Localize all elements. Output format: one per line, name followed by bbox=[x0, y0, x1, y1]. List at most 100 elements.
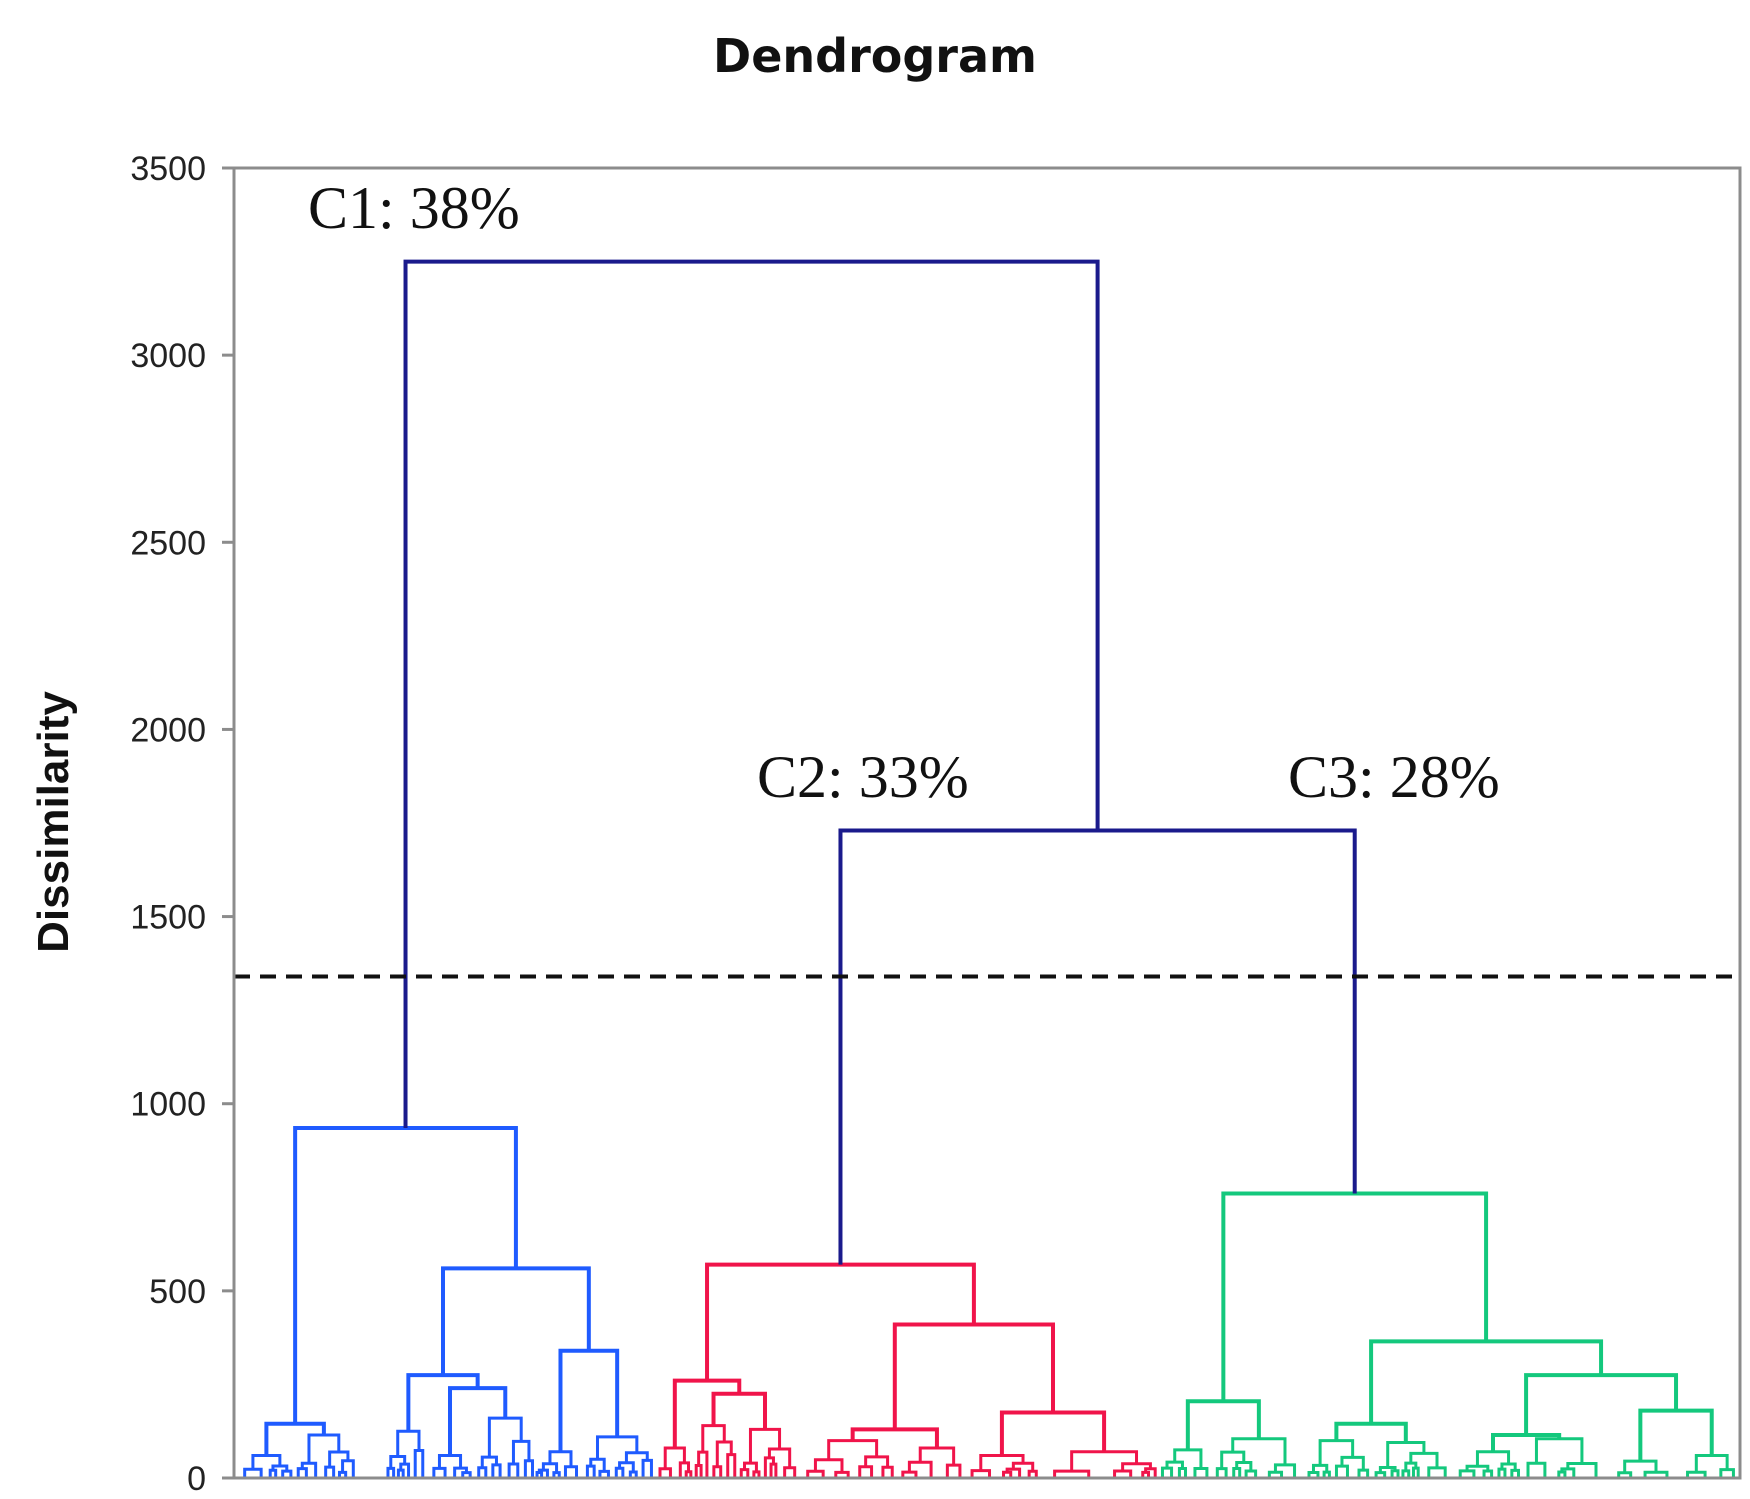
dendrogram-branch bbox=[406, 1373, 480, 1432]
dendrogram-branch bbox=[1334, 1421, 1408, 1443]
dendrogram-branch bbox=[1491, 1432, 1562, 1452]
dendrogram-branch bbox=[389, 1454, 407, 1469]
dendrogram-branch bbox=[324, 1465, 336, 1478]
dendrogram-branch bbox=[448, 1386, 508, 1456]
dendrogram-branch bbox=[1215, 1467, 1228, 1478]
dendrogram-branch bbox=[783, 1466, 797, 1478]
dendrogram-branch bbox=[1235, 1460, 1253, 1472]
chart-title: Dendrogram bbox=[713, 29, 1037, 83]
dendrogram-branch bbox=[767, 1447, 792, 1468]
dendrogram-branch bbox=[268, 1468, 278, 1478]
cluster-c2-branches bbox=[658, 1262, 1157, 1478]
dendrogram-branch bbox=[1686, 1470, 1707, 1478]
dendrogram-branch bbox=[1185, 1399, 1261, 1450]
dendrogram-branch bbox=[1623, 1459, 1658, 1473]
dendrogram-branch bbox=[1177, 1467, 1187, 1478]
dendrogram-branch bbox=[678, 1461, 691, 1478]
dendrogram-branch bbox=[1334, 1464, 1349, 1478]
dendrogram-branch bbox=[1357, 1468, 1370, 1478]
y-tick-label: 1000 bbox=[130, 1086, 206, 1124]
dendrogram-branch bbox=[1173, 1448, 1203, 1469]
dendrogram-branch bbox=[712, 1465, 723, 1478]
dendrogram-branch bbox=[1409, 1451, 1439, 1468]
dendrogram-branch bbox=[1638, 1408, 1714, 1462]
dendrogram-branch bbox=[563, 1465, 579, 1478]
dendrogram-branch bbox=[1311, 1463, 1329, 1473]
y-tick-label: 2000 bbox=[130, 711, 206, 749]
dendrogram-branch bbox=[711, 1391, 768, 1430]
dendrogram-branch bbox=[672, 1378, 742, 1449]
dendrogram-branch bbox=[1318, 1439, 1355, 1466]
dendrogram-branch bbox=[1322, 1470, 1331, 1478]
dendrogram-branch bbox=[300, 1461, 318, 1478]
dendrogram-branch bbox=[453, 1466, 468, 1478]
dendrogram-branch bbox=[1165, 1460, 1184, 1469]
dendrogram-branch bbox=[1497, 1467, 1507, 1478]
dendrogram-branch bbox=[1002, 1470, 1013, 1478]
dendrogram-branch bbox=[999, 1410, 1107, 1456]
dendrogram-branch bbox=[537, 1468, 549, 1478]
dendrogram-branch bbox=[1526, 1461, 1547, 1478]
y-tick-label: 1500 bbox=[130, 899, 206, 937]
dendrogram-branch bbox=[1566, 1462, 1598, 1478]
dendrogram-branch bbox=[663, 1446, 686, 1469]
dendrogram-branch bbox=[1244, 1469, 1258, 1478]
dendrogram-branch bbox=[1141, 1470, 1151, 1478]
dendrogram-branch bbox=[641, 1458, 653, 1478]
dendrogram-branch bbox=[1534, 1437, 1584, 1464]
dendrogram-branch bbox=[541, 1462, 559, 1473]
dendrogram-branch bbox=[628, 1470, 638, 1478]
dendrogram-branch bbox=[1401, 1469, 1411, 1478]
dendrogram-branch bbox=[1378, 1465, 1397, 1473]
dendrogram-branch bbox=[1643, 1470, 1669, 1478]
dendrogram-branch bbox=[413, 1448, 425, 1478]
dendrogram-branch bbox=[487, 1416, 523, 1458]
dendrogram-branch bbox=[1005, 1467, 1022, 1478]
dendrogram-branch bbox=[1465, 1464, 1490, 1471]
dendrogram-branch bbox=[726, 1453, 737, 1478]
dendrogram-branch bbox=[386, 1466, 396, 1478]
dendrogram-branch bbox=[701, 1424, 726, 1453]
dendrogram-branch bbox=[658, 1467, 672, 1478]
dendrogram-branch bbox=[491, 1463, 502, 1478]
dendrogram-branch bbox=[1427, 1466, 1447, 1478]
dendrogram-branch bbox=[507, 1462, 520, 1478]
dendrogram-branch bbox=[850, 1427, 939, 1449]
dendrogram-branch bbox=[1220, 1450, 1246, 1469]
dendrogram-branch bbox=[477, 1466, 488, 1478]
cluster-label-c3: C3: 28% bbox=[1288, 744, 1500, 810]
dendrogram-branch bbox=[1411, 1466, 1420, 1478]
dendrogram-branch bbox=[918, 1446, 956, 1466]
y-axis-ticks: 0 500 1000 1500 2000 2500 3000 3500 bbox=[130, 150, 234, 1498]
dendrogram-branch bbox=[1524, 1373, 1679, 1435]
dendrogram-branch bbox=[441, 1266, 591, 1376]
cluster-label-c1: C1: 38% bbox=[308, 175, 520, 241]
y-tick-label: 3500 bbox=[130, 150, 206, 188]
cluster-c3-branches bbox=[1160, 1191, 1735, 1478]
dendrogram-branch bbox=[399, 1462, 411, 1478]
dendrogram-branch bbox=[769, 1462, 778, 1478]
y-tick-label: 2500 bbox=[130, 524, 206, 562]
cluster-label-c2: C2: 33% bbox=[757, 744, 969, 810]
plot-frame bbox=[232, 166, 1742, 1480]
top-links bbox=[403, 259, 1357, 1265]
dendrogram-branch bbox=[838, 828, 1357, 1265]
dendrogram-branch bbox=[243, 1467, 263, 1478]
dendrogram-branch bbox=[1221, 1191, 1489, 1402]
dendrogram-branch bbox=[1267, 1470, 1284, 1478]
dendrogram-branch bbox=[585, 1464, 596, 1478]
dendrogram-branch bbox=[403, 259, 1100, 1129]
dendrogram-branch bbox=[864, 1455, 890, 1468]
dendrogram-branch bbox=[705, 1262, 976, 1381]
y-axis-label: Dissimilarity bbox=[29, 691, 78, 953]
dendrogram-branch bbox=[264, 1421, 326, 1456]
dendrogram-branch bbox=[1510, 1468, 1520, 1478]
dendrogram-branch bbox=[1340, 1455, 1365, 1471]
dendrogram-branch bbox=[907, 1460, 933, 1478]
dendrogram-branch bbox=[881, 1465, 894, 1478]
dendrogram-branch bbox=[523, 1459, 535, 1478]
cluster-c1-branches bbox=[243, 1126, 653, 1478]
dendrogram-branch bbox=[595, 1435, 639, 1460]
y-tick-label: 3000 bbox=[130, 337, 206, 375]
